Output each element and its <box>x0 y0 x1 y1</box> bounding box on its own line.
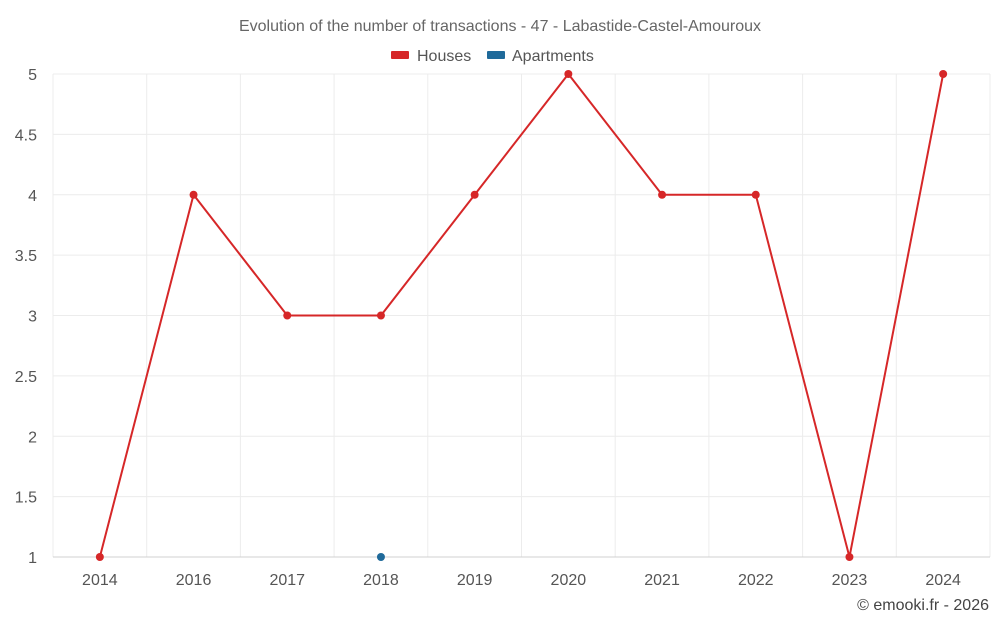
x-tick-label: 2022 <box>738 572 774 589</box>
legend-item-apartments[interactable]: Apartments <box>487 48 594 65</box>
credit-text: © emooki.fr - 2026 <box>857 597 989 614</box>
legend-label-apartments: Apartments <box>512 48 594 65</box>
line-houses <box>98 73 945 558</box>
y-tick-label: 3 <box>28 309 37 326</box>
y-tick-label: 4 <box>28 188 37 205</box>
point-apartments-2018[interactable] <box>376 553 385 561</box>
y-tick-label: 1.5 <box>15 490 37 507</box>
x-tick-label: 2021 <box>644 572 680 589</box>
legend-item-houses[interactable]: Houses <box>391 48 471 65</box>
x-tick-label: 2017 <box>269 572 305 589</box>
x-tick-label: 2024 <box>925 572 961 589</box>
series-points <box>95 70 948 561</box>
y-tick-label: 4.5 <box>15 127 37 144</box>
y-tick-label: 2.5 <box>15 369 37 386</box>
point-houses-2023[interactable] <box>845 553 854 561</box>
x-tick-label: 2018 <box>363 572 399 589</box>
point-houses-2019[interactable] <box>470 190 479 199</box>
point-houses-2024[interactable] <box>939 70 948 78</box>
y-axis: 1 1.5 2 2.5 3 3.5 4 4.5 5 <box>15 67 37 567</box>
x-tick-label: 2020 <box>551 572 587 589</box>
legend-swatch-apartments <box>487 51 505 59</box>
legend-label-houses: Houses <box>417 48 471 65</box>
x-axis: 2014 2016 2017 2018 2019 2020 2021 2022 2023 2024 <box>82 572 961 589</box>
y-tick-label: 1 <box>28 550 37 567</box>
point-houses-2017[interactable] <box>283 311 292 320</box>
gridlines <box>52 73 991 558</box>
legend: Houses Apartments <box>391 48 594 65</box>
y-tick-label: 3.5 <box>15 248 37 265</box>
point-houses-2016[interactable] <box>189 190 198 199</box>
x-tick-label: 2023 <box>832 572 868 589</box>
y-tick-label: 2 <box>28 429 37 446</box>
point-houses-2020[interactable] <box>564 70 573 78</box>
point-houses-2022[interactable] <box>751 190 760 199</box>
point-houses-2021[interactable] <box>658 190 667 199</box>
x-tick-label: 2016 <box>176 572 212 589</box>
legend-swatch-houses <box>391 51 409 59</box>
x-tick-label: 2014 <box>82 572 118 589</box>
series-lines <box>98 73 945 558</box>
point-houses-2018[interactable] <box>376 311 385 320</box>
y-tick-label: 5 <box>28 67 37 84</box>
x-tick-label: 2019 <box>457 572 493 589</box>
chart-title: Evolution of the number of transactions … <box>239 18 761 35</box>
point-houses-2014[interactable] <box>95 553 104 561</box>
